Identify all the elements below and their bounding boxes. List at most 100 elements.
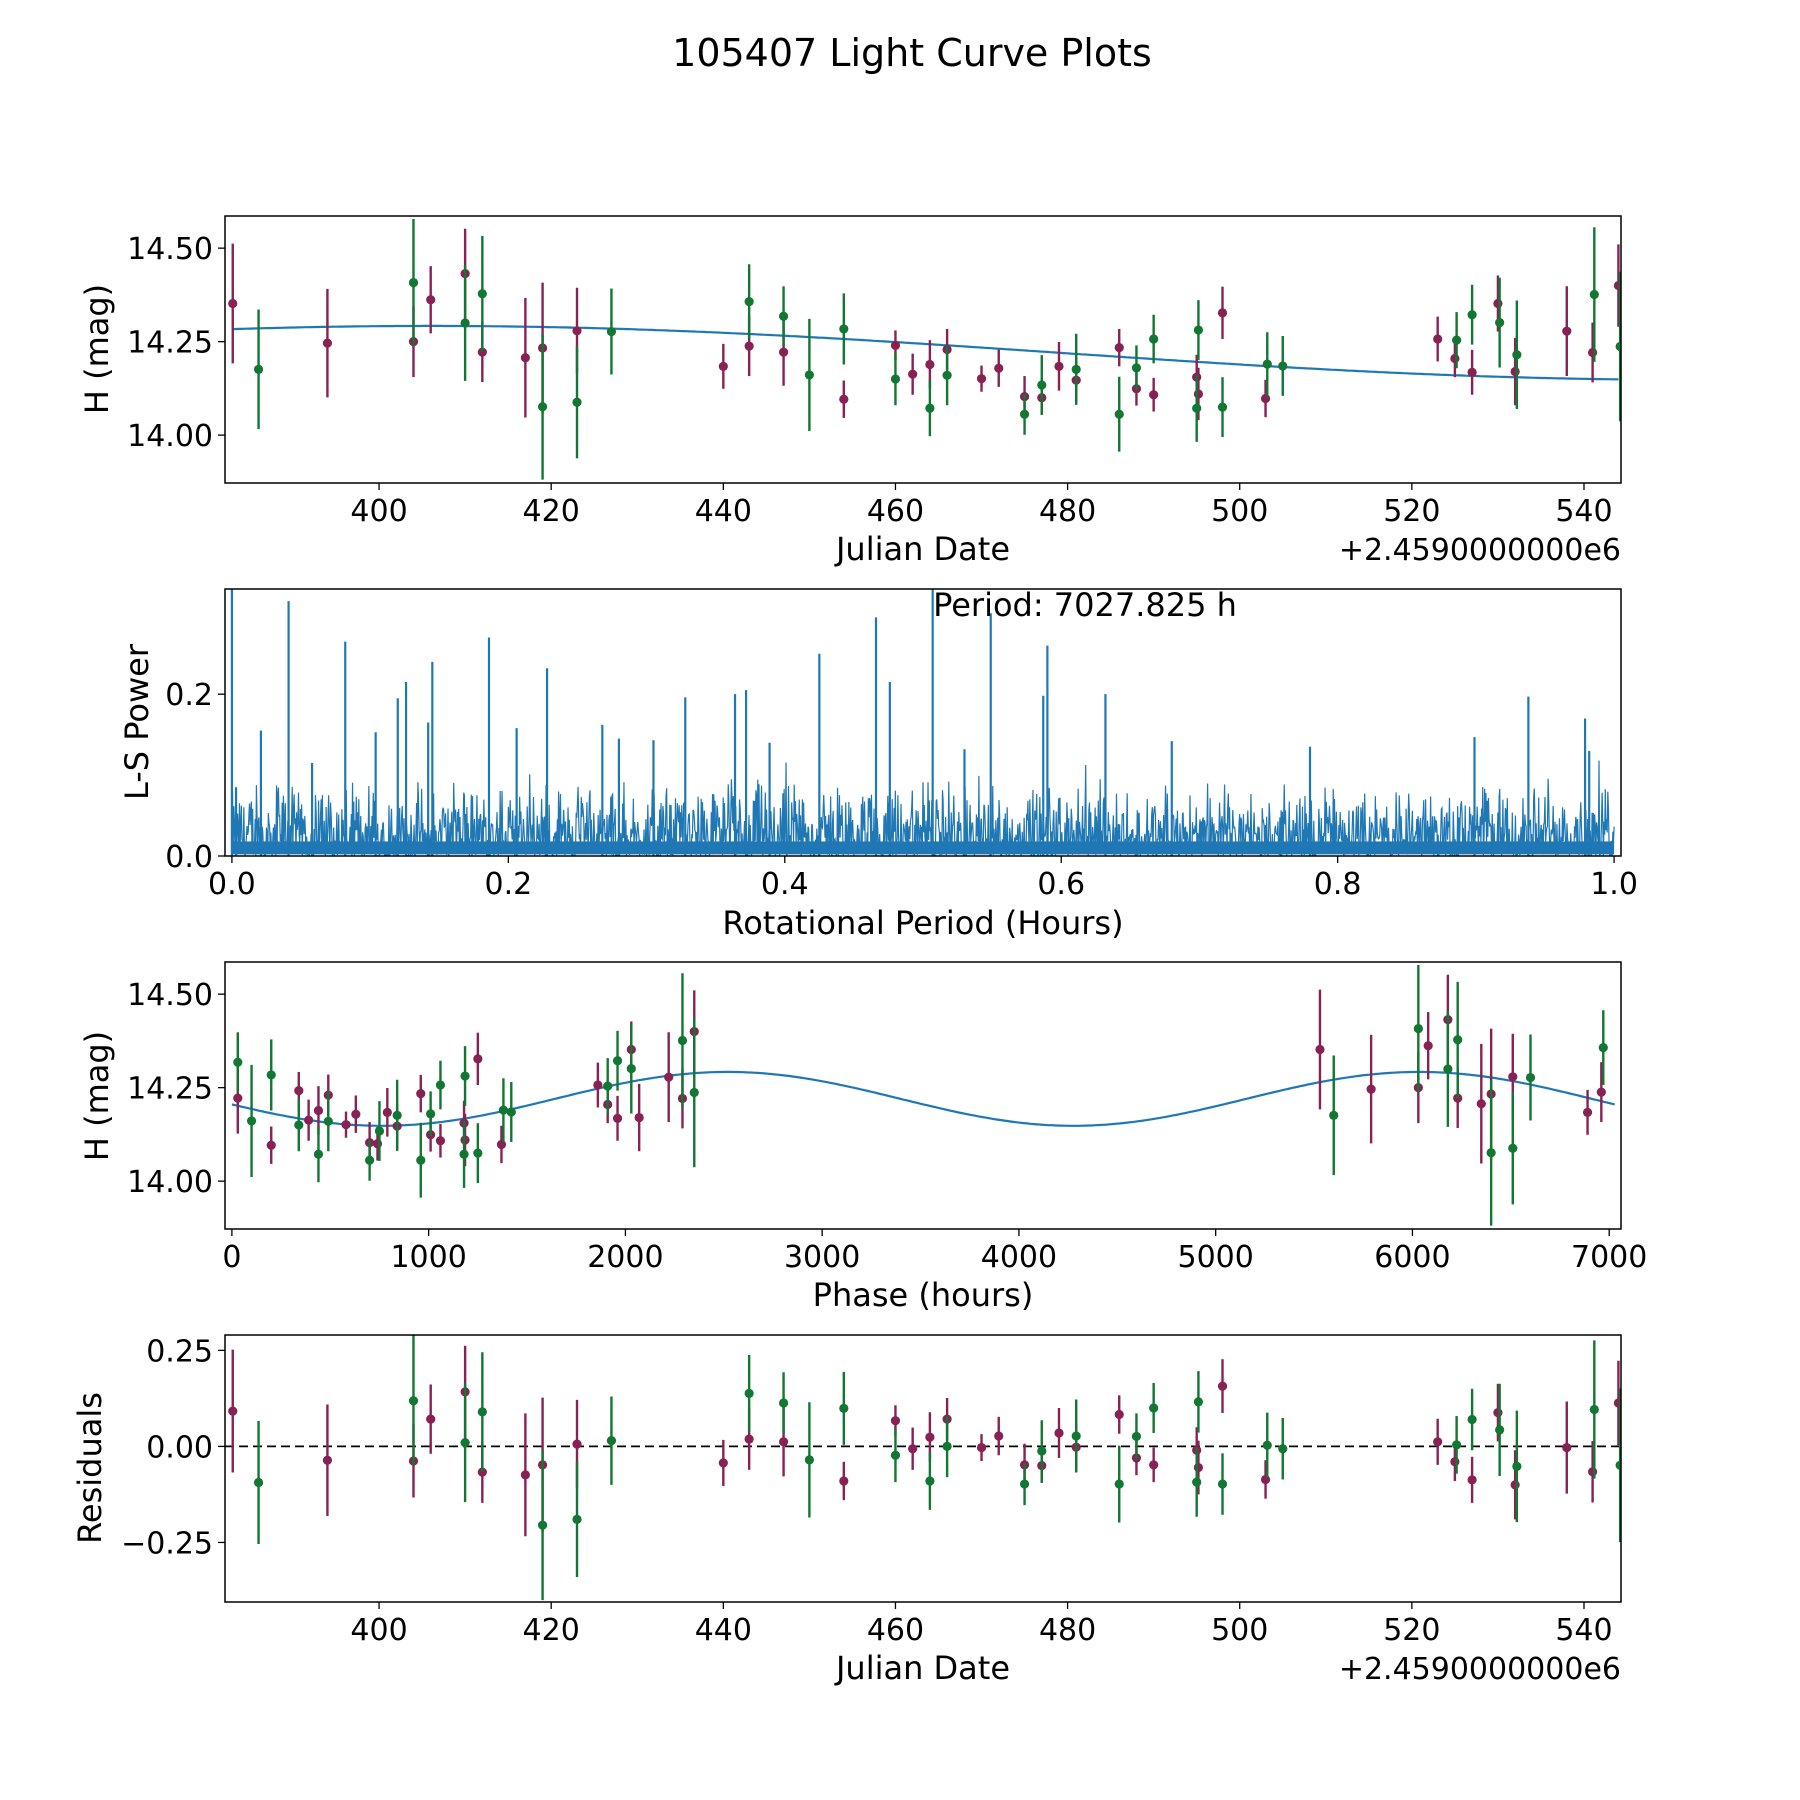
residuals-point-series_b — [839, 1403, 849, 1413]
phased-curve-ylabel: H (mag) — [78, 1031, 116, 1161]
residuals-point-series_b — [606, 1436, 617, 1446]
residuals-point-series_b — [1114, 1479, 1124, 1489]
phased-curve-point-series_b — [1486, 1148, 1496, 1158]
phased-curve-xlabel: Phase (hours) — [813, 1276, 1034, 1314]
light-curve-point-series_b — [1495, 317, 1505, 328]
light-curve-point-series_b — [1278, 361, 1288, 371]
light-curve-x-offset: +2.4590000000e6 — [1339, 533, 1621, 568]
phased-curve-point-series_a — [313, 1105, 324, 1116]
light-curve-point-series_b — [890, 374, 901, 384]
periodogram-ylabel: L-S Power — [118, 643, 156, 800]
residuals-point-series_a — [477, 1467, 487, 1477]
residuals-point-series_a — [1587, 1467, 1598, 1477]
residuals-xlabel: Julian Date — [834, 1649, 1010, 1687]
residuals-point-series_a — [1114, 1409, 1124, 1420]
light-curve-point-series_b — [1589, 289, 1599, 300]
light-curve-point-series_b — [1019, 409, 1030, 419]
phased-curve-point-series_b — [392, 1110, 402, 1120]
phased-curve-point-series_a — [1476, 1099, 1486, 1109]
light-curve-point-series_b — [1149, 334, 1159, 344]
light-curve-point-series_b — [925, 403, 935, 413]
residuals-point-series_b — [1615, 1460, 1621, 1470]
light-curve-point-series_a — [1562, 326, 1572, 336]
light-curve-point-series_b — [1193, 325, 1204, 335]
phased-curve-point-series_a — [1315, 1044, 1325, 1055]
light-curve-point-series_b — [253, 364, 264, 374]
light-curve-point-series_a — [426, 295, 436, 305]
light-curve-point-series_a — [908, 369, 918, 379]
light-curve-ytick-label: 14.00 — [127, 419, 213, 454]
light-curve-point-series_a — [1493, 298, 1503, 309]
periodogram-frame — [224, 588, 1622, 857]
periodogram-dense-band — [231, 841, 1615, 855]
residuals-point-series_b — [1217, 1479, 1228, 1489]
light-curve-point-series_a — [477, 347, 487, 357]
residuals-point-series_a — [1054, 1428, 1064, 1438]
phased-curve-point-series_a — [1366, 1084, 1376, 1094]
residuals-xtick-label: 400 — [350, 1613, 407, 1648]
phased-curve-ytick-label: 14.00 — [127, 1165, 213, 1200]
light-curve-point-series_b — [1131, 363, 1142, 373]
phased-curve-ytick-label: 14.50 — [127, 978, 213, 1013]
phased-curve-point-series_b — [1508, 1143, 1518, 1153]
light-curve-xtick-label: 540 — [1555, 494, 1612, 529]
residuals-xtick-label: 500 — [1211, 1613, 1268, 1648]
residuals-point-series_a — [744, 1434, 754, 1444]
phased-curve-point-series_b — [473, 1148, 483, 1158]
residuals-point-series_b — [778, 1398, 789, 1408]
light-curve-point-series_b — [1512, 350, 1522, 360]
phased-curve-point-series_a — [294, 1086, 304, 1096]
residuals-point-series_b — [1452, 1440, 1462, 1450]
residuals-point-series_b — [408, 1396, 419, 1406]
residuals-point-series_a — [1193, 1462, 1204, 1473]
light-curve-point-series_a — [322, 338, 333, 348]
residuals-point-series_b — [1589, 1404, 1599, 1415]
phased-curve-point-series_a — [496, 1139, 507, 1150]
periodogram-xtick-label: 0.6 — [1037, 867, 1085, 902]
phased-curve-point-series_b — [1598, 1043, 1608, 1053]
phased-curve-point-series_b — [365, 1155, 375, 1165]
light-curve-point-series_a — [228, 298, 238, 309]
periodogram-ytick-label: 0.0 — [165, 840, 213, 875]
residuals-point-series_b — [1467, 1414, 1477, 1425]
residuals-point-series_a — [994, 1431, 1004, 1441]
residuals-xtick-label: 480 — [1039, 1613, 1096, 1648]
residuals-point-series_b — [537, 1520, 548, 1530]
phased-curve-point-series_b — [612, 1056, 623, 1066]
light-curve-point-series_a — [744, 341, 754, 351]
periodogram-xtick-label: 0.8 — [1314, 867, 1362, 902]
light-curve-xtick-label: 500 — [1211, 494, 1268, 529]
light-curve-xtick-label: 460 — [867, 494, 924, 529]
phased-curve-point-series_a — [1508, 1072, 1518, 1082]
residuals-point-series_a — [1450, 1457, 1460, 1467]
residuals-point-series_b — [1193, 1397, 1204, 1407]
residuals-point-series_b — [1278, 1444, 1288, 1454]
phased-curve-xtick-label: 2000 — [587, 1240, 663, 1275]
phased-curve-point-series_b — [294, 1120, 304, 1130]
light-curve-xtick-label: 440 — [695, 494, 752, 529]
phased-curve-point-series_a — [1596, 1087, 1606, 1097]
light-curve-point-series_a — [1114, 343, 1124, 353]
periodogram-xtick-label: 0.0 — [208, 867, 256, 902]
phased-curve-point-series_a — [416, 1089, 426, 1099]
light-curve-point-series_b — [1192, 403, 1202, 413]
light-curve-point-series_b — [1262, 359, 1272, 369]
light-curve-xlabel: Julian Date — [834, 530, 1010, 568]
light-curve-frame — [224, 215, 1622, 484]
phased-curve-point-series_a — [612, 1113, 623, 1123]
residuals-ytick-label: −0.25 — [121, 1526, 213, 1561]
light-curve-point-series_a — [976, 374, 987, 384]
residuals-point-series_a — [839, 1476, 849, 1486]
phased-curve-point-series_a — [341, 1120, 351, 1130]
residuals-point-series_b — [890, 1450, 901, 1460]
light-curve-point-series_a — [1149, 390, 1159, 400]
residuals-ylabel: Residuals — [71, 1392, 109, 1544]
phased-curve-point-series_b — [626, 1063, 636, 1074]
phased-curve-point-series_a — [473, 1054, 483, 1064]
light-curve-point-series_a — [1587, 347, 1598, 358]
residuals-point-series_b — [1037, 1446, 1047, 1456]
periodogram-panel: 0.0 0.2 0.4 0.6 0.8 1.0 0.0 0.2 Period: 7027.82… — [118, 586, 1638, 942]
light-curve-point-series_b — [606, 326, 617, 337]
phased-curve-point-series_a — [1423, 1041, 1433, 1051]
phased-curve-point-series_b — [603, 1081, 613, 1091]
